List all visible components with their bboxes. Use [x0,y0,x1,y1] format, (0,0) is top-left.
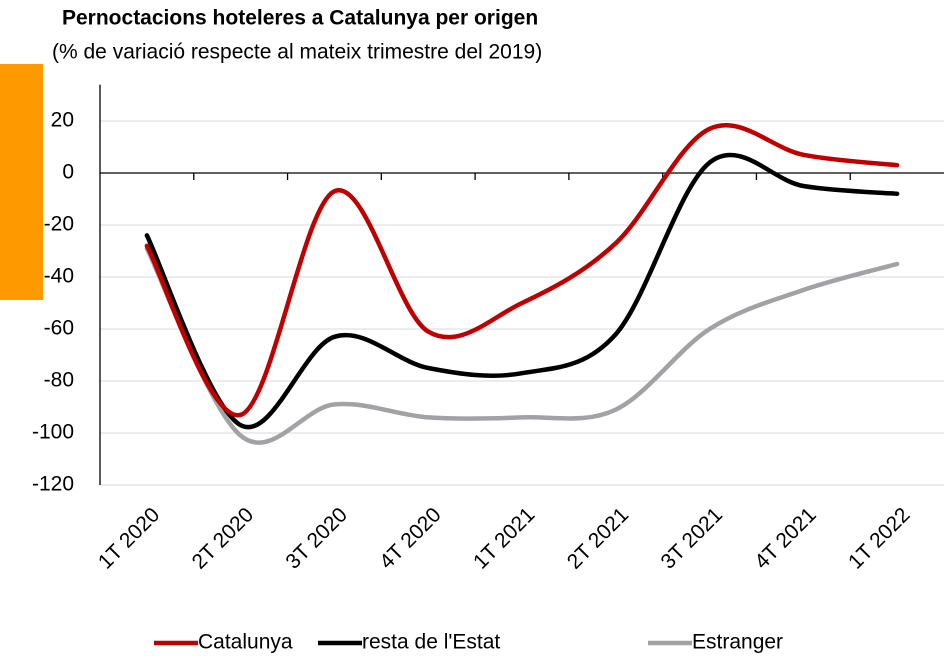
y-tick-label: -20 [44,213,74,236]
legend-label: Catalunya [198,631,293,654]
legend-label: resta de l'Estat [362,631,500,654]
chart-subtitle: (% de variació respecte al mateix trimes… [52,41,542,64]
y-tick-label: -40 [44,265,74,288]
x-tick-label: 2T 2020 [188,503,258,573]
legend-label: Estranger [692,631,783,654]
y-tick-label: 0 [62,161,74,184]
x-tick-label: 1T 2021 [469,503,539,573]
x-tick-label: 3T 2020 [281,503,351,573]
series-line [144,246,900,445]
x-tick-label: 4T 2021 [750,503,820,573]
chart-title: Pernoctacions hoteleres a Catalunya per … [62,7,538,30]
x-tick-label: 1T 2020 [94,503,164,573]
x-tick-label: 1T 2022 [844,503,914,573]
y-tick-label: 20 [51,109,74,132]
y-tick-label: -80 [44,369,74,392]
x-tick-label: 3T 2021 [657,503,727,573]
y-tick-label: -100 [32,421,74,444]
x-tick-label: 4T 2020 [375,503,445,573]
series-line [144,122,900,418]
y-tick-label: -60 [44,317,74,340]
decor-bar [0,64,43,300]
series-line [144,152,900,430]
y-tick-label: -120 [32,473,74,496]
x-tick-label: 2T 2021 [563,503,633,573]
